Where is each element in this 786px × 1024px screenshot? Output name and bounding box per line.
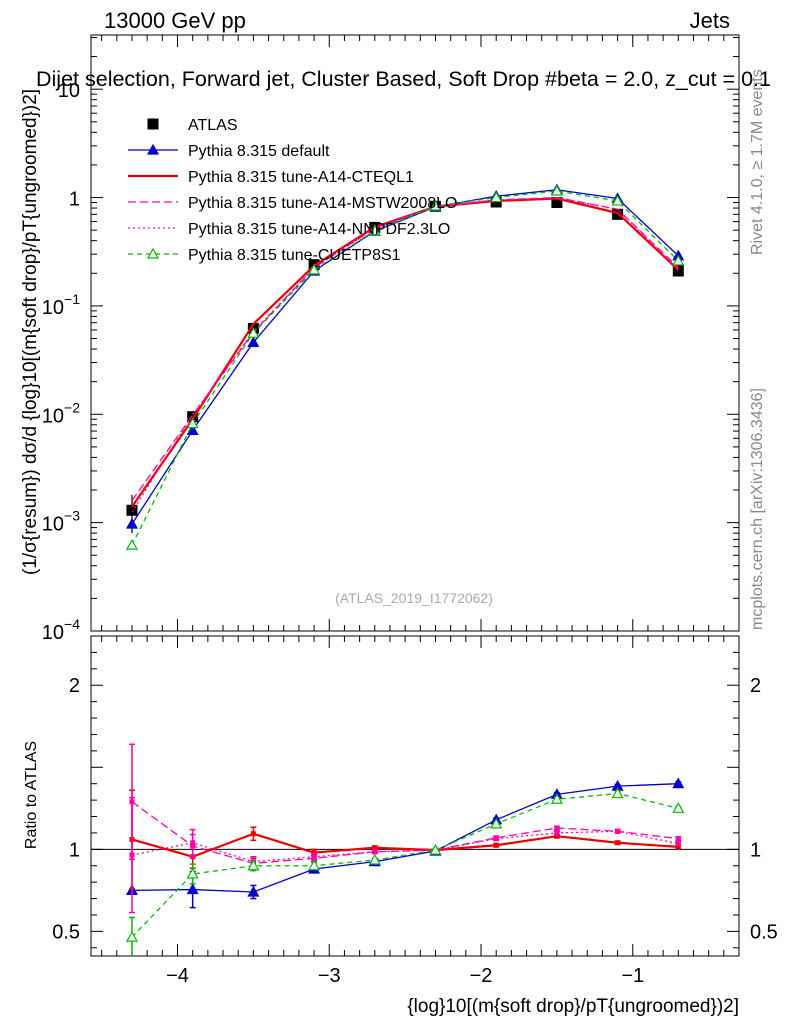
series-ratio-point <box>186 867 199 879</box>
ratio-y-axis-label: Ratio to ATLAS <box>23 741 40 849</box>
series-ratio-point <box>493 842 499 848</box>
legend-marker <box>146 143 160 155</box>
series-ratio-point <box>675 836 681 842</box>
series-ratio-point <box>250 831 256 837</box>
main-y-tick-label: 10−4 <box>42 616 80 644</box>
series-ratio-point <box>247 859 260 871</box>
plot-title: Dijet selection, Forward jet, Cluster Ba… <box>36 67 771 91</box>
series-line <box>131 196 679 501</box>
legend-label: Pythia 8.315 tune-CUETP8S1 <box>188 247 401 264</box>
series-line <box>131 189 679 525</box>
series-point <box>247 326 260 338</box>
series-ratio-point <box>125 930 138 942</box>
x-tick-label: −2 <box>470 965 493 987</box>
series-line <box>131 197 680 508</box>
ratio-y-tick-label: 2 <box>69 675 80 697</box>
series-ratio-point <box>490 817 503 829</box>
energy-label: 13000 GeV pp <box>104 8 246 33</box>
series-ratio-point <box>672 802 685 813</box>
series-ratio-point <box>554 833 560 839</box>
legend-marker-atlas <box>147 118 159 130</box>
series-ratio-point <box>186 883 199 895</box>
main-y-tick-label: 10−2 <box>42 399 80 427</box>
series-ratio-point <box>308 859 321 871</box>
series-ratio-point <box>311 854 317 860</box>
series-point <box>247 336 260 348</box>
series-point <box>125 538 138 550</box>
series-ratio-point <box>247 885 260 897</box>
series-line <box>131 190 679 546</box>
ratio-y-tick-label: 2 <box>750 675 761 697</box>
series-ratio-point <box>550 793 563 804</box>
legend-marker <box>146 247 160 259</box>
series-ratio-line <box>131 783 679 893</box>
legend-label: Pythia 8.315 tune-A14-NNPDF2.3LO <box>188 221 450 238</box>
data-point <box>126 504 138 516</box>
series-ratio-point <box>311 850 317 856</box>
series-ratio-point <box>615 840 621 846</box>
series-ratio-line <box>131 832 679 858</box>
series-ratio-point <box>372 849 378 855</box>
series-point <box>186 417 199 429</box>
x-tick-label: −3 <box>318 965 341 987</box>
series-ratio-point <box>554 830 560 836</box>
series-ratio-point <box>372 845 378 851</box>
data-point <box>551 197 563 209</box>
series-ratio-point <box>611 787 624 799</box>
data-point <box>672 265 684 277</box>
series-point <box>125 517 138 529</box>
series-point <box>490 191 503 203</box>
main-plot-frame <box>90 34 740 632</box>
legend-label: Pythia 8.315 tune-A14-MSTW2008LO <box>188 195 457 212</box>
series-ratio-point <box>429 843 442 855</box>
series-ratio-point <box>368 853 381 865</box>
series-point <box>429 199 442 211</box>
series-ratio-point <box>129 852 135 858</box>
legend-label: ATLAS <box>188 117 238 134</box>
series-point <box>611 194 624 206</box>
category-label: Jets <box>690 8 730 33</box>
x-tick-label: −1 <box>621 965 644 987</box>
rivet-version: Rivet 4.1.0, ≥ 1.7M events <box>749 69 766 255</box>
main-plot-area <box>125 183 685 550</box>
series-ratio-line <box>131 801 679 864</box>
series-ratio-line <box>131 830 679 863</box>
main-y-tick-label: 10 <box>58 80 80 102</box>
x-tick-label: −4 <box>166 965 189 987</box>
main-y-tick-label: 1 <box>69 189 80 211</box>
series-ratio-point <box>675 844 681 850</box>
series-point <box>368 224 381 236</box>
x-axis-label: {log}10[(m{soft drop}/pT{ungroomed})2] <box>407 996 739 1017</box>
mcplots-credit: mcplots.cern.ch [arXiv:1306.3436] <box>749 388 766 630</box>
ratio-y-tick-label: 1 <box>69 839 80 861</box>
ratio-y-tick-label: 1 <box>750 839 761 861</box>
series-ratio-point <box>493 836 499 842</box>
ratio-y-tick-label: 0.5 <box>52 921 80 943</box>
legend-label: Pythia 8.315 default <box>188 143 330 160</box>
ratio-plot-area <box>125 743 685 956</box>
main-y-tick-label: 10−1 <box>42 291 80 319</box>
analysis-id: (ATLAS_2019_I1772062) <box>335 590 493 606</box>
ratio-plot-frame <box>90 635 740 957</box>
main-y-axis-label: (1/σ{resum}) dσ/d {log}10[(m{soft drop}/… <box>20 89 41 575</box>
series-point <box>308 263 321 275</box>
series-line <box>131 197 679 513</box>
series-ratio-point <box>615 828 621 834</box>
series-ratio-point <box>675 841 681 847</box>
ratio-y-tick-label: 0.5 <box>750 921 778 943</box>
series-point <box>550 184 563 196</box>
series-ratio-point <box>554 825 560 831</box>
legend-label: Pythia 8.315 tune-A14-CTEQL1 <box>188 169 414 186</box>
series-ratio-point <box>672 777 685 789</box>
main-y-tick-label: 10−3 <box>42 508 80 536</box>
series-ratio-point <box>190 840 196 846</box>
series-ratio-line <box>131 792 679 938</box>
series-point <box>672 254 685 266</box>
data-point <box>187 411 199 423</box>
